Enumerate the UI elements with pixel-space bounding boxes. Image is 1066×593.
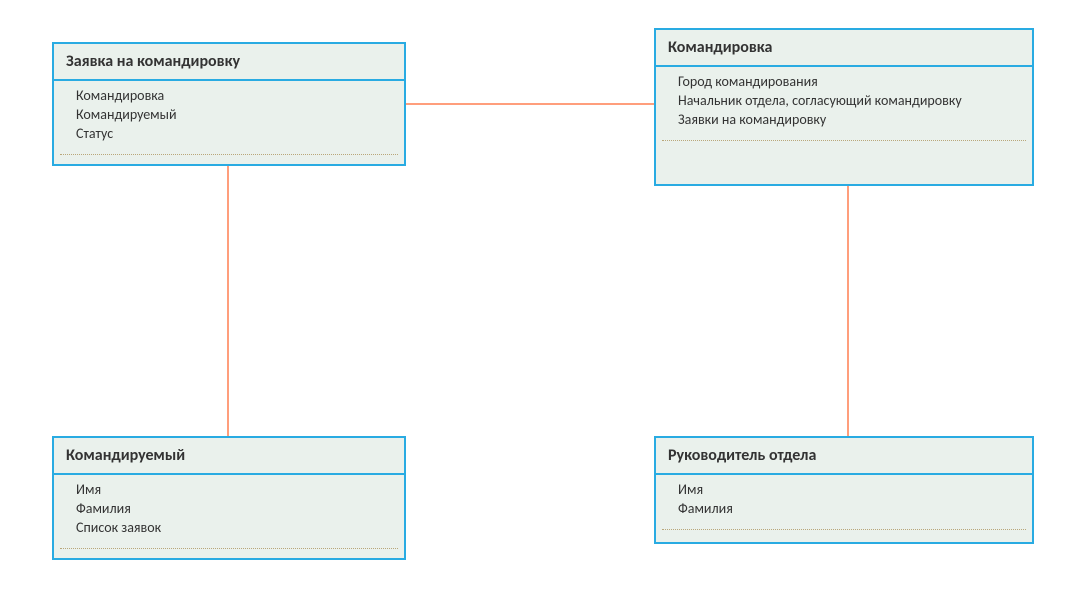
node-trip-attr-0: Город командирования (678, 73, 1018, 92)
node-request-title: Заявка на командировку (54, 44, 404, 81)
node-manager-title: Руководитель отдела (656, 438, 1032, 475)
node-request-body: Командировка Командируемый Статус (54, 81, 404, 152)
node-employee-body: Имя Фамилия Список заявок (54, 475, 404, 546)
node-manager-attr-0: Имя (678, 481, 1018, 500)
diagram-canvas: Заявка на командировку Командировка Кома… (0, 0, 1066, 593)
node-manager-body: Имя Фамилия (656, 475, 1032, 527)
node-trip-attr-1: Начальник отдела, согласующий командиров… (678, 92, 1018, 111)
node-employee-attr-2: Список заявок (76, 519, 390, 538)
node-manager: Руководитель отдела Имя Фамилия (654, 436, 1034, 544)
node-trip-body: Город командирования Начальник отдела, с… (656, 67, 1032, 138)
node-trip-title: Командировка (656, 30, 1032, 67)
node-manager-dotted (662, 529, 1026, 530)
node-request-attr-1: Командируемый (76, 106, 390, 125)
node-request-dotted (60, 154, 398, 155)
node-trip: Командировка Город командирования Началь… (654, 28, 1034, 186)
node-employee: Командируемый Имя Фамилия Список заявок (52, 436, 406, 560)
node-employee-dotted (60, 548, 398, 549)
node-request-attr-0: Командировка (76, 87, 390, 106)
node-employee-attr-1: Фамилия (76, 500, 390, 519)
node-request-attr-2: Статус (76, 125, 390, 144)
node-employee-attr-0: Имя (76, 481, 390, 500)
node-trip-attr-2: Заявки на командировку (678, 111, 1018, 130)
node-request: Заявка на командировку Командировка Кома… (52, 42, 406, 166)
node-manager-attr-1: Фамилия (678, 500, 1018, 519)
node-trip-dotted (662, 140, 1026, 141)
node-employee-title: Командируемый (54, 438, 404, 475)
